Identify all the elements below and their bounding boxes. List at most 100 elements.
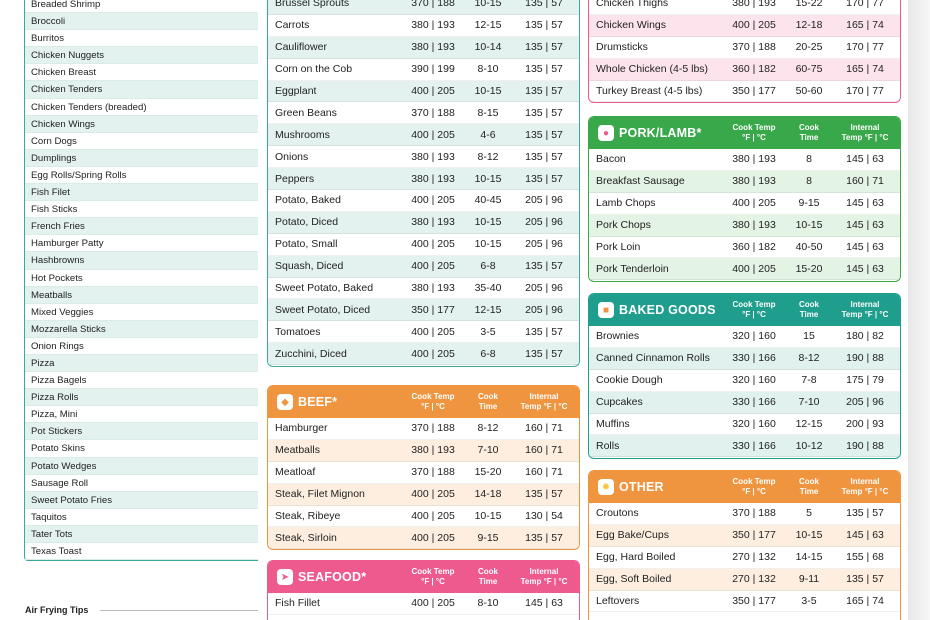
list-item: Dumplings [25,149,258,167]
table-row: Brownies 320 | 160 15 180 | 82 [589,326,900,348]
cook-temp: 400 | 205 [411,488,455,501]
list-item: Tater Tots [25,525,258,543]
food-name: Meatballs [275,444,320,457]
cook-time: 8 [806,175,812,188]
list-item: Hot Pockets [25,270,258,287]
internal-temp: 135 | 57 [525,488,563,501]
internal-temp: 190 | 88 [846,439,884,452]
cook-temp: 400 | 205 [411,347,455,360]
pork-title: PORK/LAMB* [619,126,702,140]
internal-temp: 135 | 57 [525,128,563,141]
cook-temp: 320 | 160 [732,374,776,387]
food-name: Sweet Potato, Diced [275,303,371,316]
food-name: Brussel Sprouts [275,0,350,10]
list-item: Texas Toast [25,543,258,561]
internal-temp: 205 | 96 [846,396,884,409]
internal-temp: 165 | 74 [846,19,884,32]
cook-time-header: Cook Time [478,392,498,411]
egg-icon: ✹ [598,479,614,495]
food-name: Leftovers [596,595,640,607]
table-row: Bacon 380 | 193 8 145 | 63 [589,149,900,171]
food-name: Fish Fillet [275,597,320,610]
internal-temp: 135 | 57 [846,573,884,586]
cook-time: 15 [803,330,815,343]
other-title: OTHER [619,480,664,494]
table-row: Muffins 320 | 160 12-15 200 | 93 [589,414,900,436]
cook-time: 10-15 [474,172,502,185]
internal-temp: 160 | 71 [846,175,884,188]
cook-temp: 320 | 160 [732,330,776,343]
internal-temp: 205 | 96 [525,216,563,229]
list-item: Hamburger Patty [25,235,258,253]
table-row: Chicken Thighs 380 | 193 15-22 170 | 77 [589,0,900,15]
table-row: Corn on the Cob 390 | 199 8-10 135 | 57 [268,59,579,81]
cook-time: 6-8 [480,347,496,360]
fish-icon: ➤ [277,569,293,585]
internal-temp: 145 | 63 [525,597,563,610]
baked-header: ■ BAKED GOODS Cook Temp °F | °C Cook Time … [589,294,900,326]
table-row: Green Beans 370 | 188 8-15 135 | 57 [268,102,579,125]
internal-temp: 135 | 57 [525,347,563,360]
internal-temp: 145 | 63 [846,241,884,253]
seafood-title: SEAFOOD* [298,570,367,584]
table-row: Egg Bake/Cups 350 | 177 10-15 145 | 63 [589,524,900,547]
food-name: Croutons [596,507,639,520]
page-edge [908,0,930,620]
cook-time-header: Cook Time [799,123,819,142]
chicken-table: Chicken Thighs 380 | 193 15-22 170 | 77 Chic… [588,0,901,103]
cook-temp-header: Cook Temp °F | °C [732,477,776,496]
cook-temp: 350 | 177 [411,303,455,316]
list-item: Chicken Nuggets [25,47,258,65]
table-row: Meatballs 380 | 193 7-10 160 | 71 [268,439,579,462]
cook-time: 7-10 [798,396,820,409]
food-name: Onions [275,150,309,163]
cook-temp: 370 | 188 [732,41,776,54]
internal-temp: 145 | 63 [846,262,884,275]
baked-title: BAKED GOODS [619,303,716,317]
tips-divider [100,610,258,611]
table-row: Cauliflower 380 | 193 10-14 135 | 57 [268,36,579,59]
left-page: Breaded Shrimp Broccoli Burritos Chicken Nu… [0,0,258,620]
table-row: Lamb Chops 400 | 205 9-15 145 | 63 [589,193,900,215]
food-name: Muffins [596,418,630,430]
internal-temp: 135 | 57 [525,41,563,54]
cook-time: 10-15 [795,529,823,542]
cook-temp: 330 | 166 [732,352,776,365]
cook-time-header: Cook Time [799,300,819,319]
cook-time: 14-18 [474,488,502,501]
food-name: Zucchini, Diced [275,347,347,360]
table-row: Fish Fillet 400 | 205 8-10 145 | 63 [268,593,579,615]
food-name: Peppers [275,172,315,185]
cook-temp: 400 | 205 [732,197,776,210]
table-row: Brussel Sprouts 370 | 188 10-15 135 | 57 [268,0,579,15]
food-name: Egg, Soft Boiled [596,573,672,586]
food-name: Hamburger [275,422,328,435]
table-row: Steak, Ribeye 400 | 205 10-15 130 | 54 [268,506,579,528]
internal-temp: 135 | 57 [525,106,563,119]
internal-temp: 190 | 88 [846,352,884,365]
cook-temp: 380 | 193 [411,282,455,295]
food-name: Rolls [596,439,620,452]
internal-temp: 160 | 71 [525,422,563,435]
internal-temp: 160 | 71 [525,466,563,479]
cook-temp: 330 | 166 [732,439,776,452]
food-name: Sweet Potato, Baked [275,282,374,295]
list-item: Onion Rings [25,338,258,355]
cook-time: 4-6 [480,128,496,141]
beef-table: ◆ BEEF* Cook Temp °F | °C Cook Time Intern… [267,385,580,550]
cook-time: 15-22 [795,0,823,10]
list-item: Sweet Potato Fries [25,491,258,509]
cook-time: 12-15 [474,19,502,32]
table-row: Whole Chicken (4-5 lbs) 360 | 182 60-75 165… [589,58,900,81]
food-name: Turkey Breast (4-5 lbs) [596,85,703,97]
vegetables-table: Brussel Sprouts 370 | 188 10-15 135 | 57 Car… [267,0,580,367]
air-frying-tips-title: Air Frying Tips [25,605,89,615]
internal-temp: 135 | 57 [525,260,563,273]
cook-temp: 380 | 193 [411,41,455,54]
list-item: French Fries [25,218,258,236]
cook-time: 35-40 [474,282,502,295]
cook-temp: 400 | 205 [411,325,455,338]
table-row: Hamburger 370 | 188 8-12 160 | 71 [268,418,579,440]
food-name: Potato, Diced [275,216,339,229]
cook-temp: 370 | 188 [411,106,455,119]
